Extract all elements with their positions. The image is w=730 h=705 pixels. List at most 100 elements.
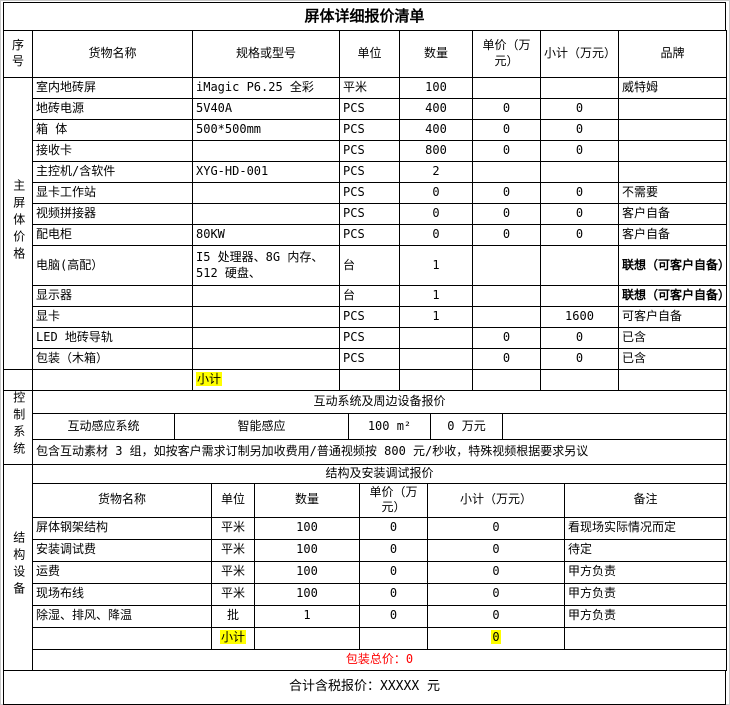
item-spec: 5V40A [192,98,340,120]
main-subtotal-cell: 小计 [192,369,340,391]
item-name: 显示器 [32,285,193,307]
item-name: 视频拼接器 [32,203,193,225]
item-spec [192,327,340,349]
item-subtotal: 0 [540,327,619,349]
item-unit: PCS [339,327,400,349]
control-item-name: 互动感应系统 [32,413,175,441]
item-note: 待定 [563,538,728,562]
item-unit: 台 [339,285,400,307]
item-price: 0 [359,582,428,606]
control-note-row: 包含互动素材 3 组，如按客户需求订制另加收费用/普通视频按 800 元/秒收，… [4,439,728,465]
item-price [472,245,541,286]
col-header-price: 单价（万元） [472,30,541,78]
empty-cell [501,413,728,441]
table-row: 屏体钢架结构 平米 100 0 0 看现场实际情况而定 [4,516,728,540]
packing-total: 包装总价：0 [31,648,728,671]
item-price: 0 [359,538,428,562]
control-system-table: 控制系统 互动系统及周边设备报价 互动感应系统 智能感应 100 m² 0 万元… [3,389,728,465]
item-subtotal: 0 [540,348,619,370]
item-qty: 100 [254,560,360,584]
control-item-area: 100 m² [348,413,431,441]
empty-cell [472,369,541,391]
table-row: 主控机/含软件 XYG-HD-001 PCS 2 [4,161,727,183]
item-name: LED 地砖导轨 [32,327,193,349]
item-qty: 100 [254,538,360,562]
item-unit: 平米 [211,516,255,540]
item-unit: PCS [339,119,400,141]
control-header-row: 控制系统 互动系统及周边设备报价 [3,389,728,465]
empty-cell [618,369,727,391]
empty-cell [399,369,473,391]
item-unit: 台 [339,245,400,286]
item-subtotal: 0 [540,119,619,141]
main-header-row: 序号 货物名称 规格或型号 单位 数量 单价（万元） 小计（万元） 品牌 [3,30,727,78]
item-price [472,161,541,183]
table-row: 除湿、排风、降温 批 1 0 0 甲方负责 [4,604,728,628]
col-header-name: 货物名称 [32,30,193,78]
section-label-text: 主屏体价格 [11,178,26,264]
section-label-main: 主屏体价格 [3,77,33,370]
control-data-row: 互动感应系统 智能感应 100 m² 0 万元 [4,413,728,441]
structure-subtotal-cell: 小计 [211,626,255,650]
item-spec: I5 处理器、8G 内存、512 硬盘、 [192,245,340,286]
item-qty [399,327,473,349]
col-header-unit: 单位 [211,482,255,518]
grand-total-table: 合计含税报价：XXXXX 元 [3,669,726,705]
item-brand: 不需要 [618,182,727,204]
col-header-qty: 数量 [399,30,473,78]
item-price: 0 [359,604,428,628]
item-note: 甲方负责 [563,560,728,584]
item-qty: 0 [399,182,473,204]
item-brand: 已含 [618,348,727,370]
item-spec [192,140,340,162]
item-brand [618,119,727,141]
control-section-title: 互动系统及周边设备报价 [31,389,728,415]
page-title: 屏体详细报价清单 [3,2,726,31]
item-qty: 0 [399,203,473,225]
col-header-name: 货物名称 [32,482,212,518]
item-unit: 平米 [211,560,255,584]
main-subtotal-row: 小计 [3,369,727,391]
col-header-unit: 单位 [339,30,400,78]
item-subtotal: 0 [540,224,619,246]
item-spec: 500*500mm [192,119,340,141]
item-unit: 平米 [211,582,255,606]
item-name: 箱 体 [32,119,193,141]
item-price [472,285,541,307]
quotation-document: 屏体详细报价清单 序号 货物名称 规格或型号 单位 数量 单价（万元） 小计（万… [3,2,728,705]
grand-total: 合计含税报价：XXXXX 元 [3,669,726,705]
item-price: 0 [472,224,541,246]
item-spec [192,285,340,307]
item-qty [399,348,473,370]
title-table: 屏体详细报价清单 [3,2,726,31]
item-subtotal: 1600 [540,306,619,328]
item-name: 显卡 [32,306,193,328]
item-unit: PCS [339,306,400,328]
item-brand: 联想（可客户自备） [618,285,727,307]
item-brand [618,161,727,183]
item-unit: 平米 [211,538,255,562]
item-subtotal: 0 [540,203,619,225]
item-spec [192,182,340,204]
item-subtotal: 0 [427,516,565,540]
col-header-price: 单价（万元） [359,482,428,518]
item-price: 0 [359,560,428,584]
item-subtotal [540,77,619,99]
item-price [472,306,541,328]
table-row: 现场布线 平米 100 0 0 甲方负责 [4,582,728,606]
item-unit: PCS [339,182,400,204]
item-name: 室内地砖屏 [32,77,193,99]
empty-cell [254,626,360,650]
item-brand: 客户自备 [618,224,727,246]
item-name: 安装调试费 [32,538,212,562]
structure-colheader-row: 货物名称 单位 数量 单价（万元） 小计（万元） 备注 [4,482,728,518]
item-name: 显卡工作站 [32,182,193,204]
empty-cell [339,369,400,391]
item-unit: PCS [339,98,400,120]
table-row: 视频拼接器 PCS 0 0 0 客户自备 [4,203,727,225]
empty-cell [540,369,619,391]
control-note: 包含互动素材 3 组，如按客户需求订制另加收费用/普通视频按 800 元/秒收，… [31,439,728,465]
item-note: 甲方负责 [563,604,728,628]
col-header-brand: 品牌 [618,30,727,78]
item-price: 0 [472,182,541,204]
